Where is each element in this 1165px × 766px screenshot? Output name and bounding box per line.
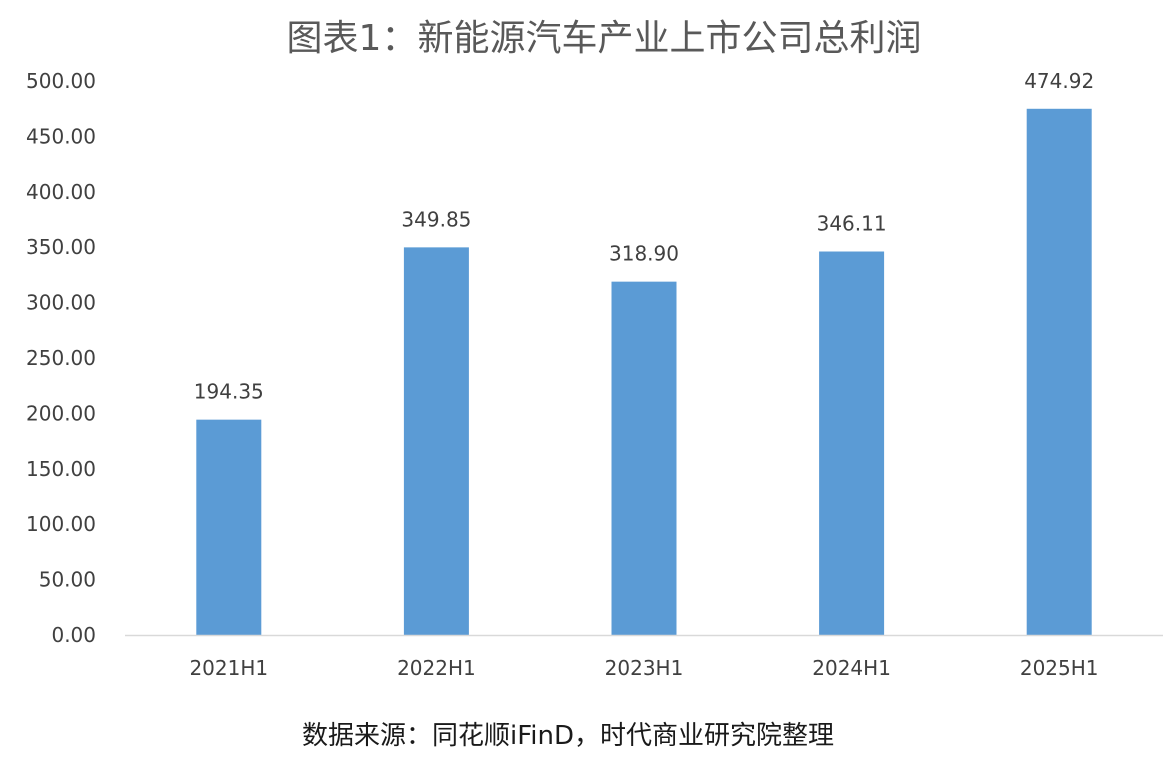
- x-tick-label: 2023H1: [605, 656, 684, 680]
- y-tick-label: 500.00: [26, 69, 96, 93]
- bar-value-label: 474.92: [1024, 69, 1094, 93]
- bar-series: [196, 108, 1092, 636]
- bar-value-label: 346.11: [817, 212, 887, 236]
- bar: [611, 281, 677, 635]
- y-tick-label: 50.00: [39, 568, 96, 592]
- bar-value-label: 318.90: [609, 242, 679, 266]
- data-labels: 194.35 349.85 318.90 346.11 474.92: [194, 69, 1094, 404]
- y-tick-label: 100.00: [26, 512, 96, 536]
- y-tick-label: 200.00: [26, 401, 96, 425]
- y-tick-label: 150.00: [26, 457, 96, 481]
- bar: [196, 419, 262, 635]
- chart-title: 图表1：新能源汽车产业上市公司总利润: [287, 18, 922, 59]
- bar: [403, 247, 469, 635]
- x-tick-label: 2022H1: [397, 656, 476, 680]
- y-tick-label: 450.00: [26, 124, 96, 148]
- bar-value-label: 349.85: [401, 207, 471, 231]
- y-tick-label: 400.00: [26, 180, 96, 204]
- y-tick-label: 300.00: [26, 291, 96, 315]
- y-tick-label: 350.00: [26, 235, 96, 259]
- source-note: 数据来源：同花顺iFinD，时代商业研究院整理: [302, 721, 834, 751]
- x-tick-label: 2021H1: [189, 656, 268, 680]
- y-tick-label: 250.00: [26, 346, 96, 370]
- x-tick-label: 2025H1: [1020, 656, 1099, 680]
- x-axis-ticks: 2021H1 2022H1 2023H1 2024H1 2025H1: [189, 656, 1098, 680]
- x-tick-label: 2024H1: [812, 656, 891, 680]
- y-axis-ticks: 0.00 50.00 100.00 150.00 200.00 250.00 300.00 3…: [26, 69, 96, 647]
- bar: [1026, 108, 1092, 636]
- bar: [819, 251, 885, 635]
- y-tick-label: 0.00: [51, 623, 96, 647]
- bar-value-label: 194.35: [194, 380, 264, 404]
